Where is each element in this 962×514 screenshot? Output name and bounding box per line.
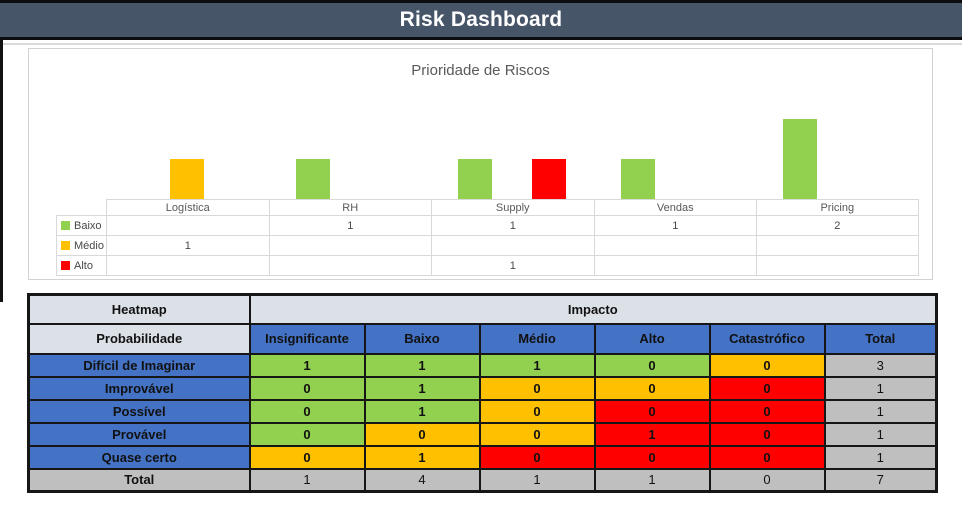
column-header-médio: Médio <box>478 322 596 355</box>
legend-key-alto: Alto <box>56 255 106 276</box>
bar-baixo-supply <box>458 159 493 199</box>
row-total-cell: 1 <box>823 375 938 401</box>
matrix-cell: 0 <box>593 352 711 378</box>
matrix-cell: 1 <box>363 375 481 401</box>
matrix-cell: 0 <box>708 352 826 378</box>
row-total-cell: 1 <box>823 398 938 424</box>
chart-table-cell <box>756 255 919 276</box>
matrix-cell: 0 <box>478 375 596 401</box>
matrix-cell: 0 <box>708 421 826 447</box>
category-label: Supply <box>431 199 594 215</box>
impacto-axis-label: Impacto <box>248 293 938 325</box>
chart-table-cell: 1 <box>431 255 594 276</box>
heatmap-corner-label: Heatmap <box>27 293 251 325</box>
matrix-cell: 0 <box>248 375 366 401</box>
chart-table-cell <box>106 215 269 235</box>
matrix-cell: 0 <box>248 444 366 470</box>
matrix-cell: 0 <box>478 421 596 447</box>
matrix-cell: 0 <box>593 398 711 424</box>
legend-key-baixo: Baixo <box>56 215 106 235</box>
matrix-cell: 1 <box>248 352 366 378</box>
bar-baixo-rh <box>295 159 330 199</box>
chart-table-cell <box>268 255 431 276</box>
chart-table-cell <box>106 255 269 276</box>
total-row-label: Total <box>27 467 251 493</box>
chart-table-cell: 1 <box>593 215 756 235</box>
row-total-cell: 3 <box>823 352 938 378</box>
column-total-cell: 4 <box>363 467 481 493</box>
column-header-catastrófico: Catastrófico <box>708 322 826 355</box>
chart-title: Prioridade de Riscos <box>411 62 550 79</box>
matrix-cell: 1 <box>593 421 711 447</box>
legend-label: Alto <box>74 259 93 272</box>
legend-key-médio: Médio <box>56 235 106 255</box>
row-total-cell: 1 <box>823 444 938 470</box>
category-label: Vendas <box>593 199 756 215</box>
category-label: Logística <box>106 199 269 215</box>
risk-heatmap-table: Heatmap Impacto Probabilidade Insignificant… <box>27 293 938 493</box>
column-total-cell: 1 <box>478 467 596 493</box>
bar-alto-supply <box>532 159 567 199</box>
matrix-cell: 0 <box>593 375 711 401</box>
category-label: Pricing <box>756 199 919 215</box>
matrix-cell: 0 <box>708 444 826 470</box>
column-header-insignificante: Insignificante <box>248 322 366 355</box>
legend-label: Baixo <box>74 219 102 232</box>
probabilidade-axis-label: Probabilidade <box>27 322 251 355</box>
chart-table-cell: 1 <box>106 235 269 255</box>
chart-data-table: Logística RH Supply Vendas Pricing Baixo 1 1 1 2 M… <box>56 199 919 276</box>
matrix-cell: 0 <box>593 444 711 470</box>
row-label-provável: Provável <box>27 421 251 447</box>
bar-baixo-vendas <box>620 159 655 199</box>
column-header-baixo: Baixo <box>363 322 481 355</box>
chart-table-corner <box>56 199 106 215</box>
column-total-cell: 0 <box>708 467 826 493</box>
chart-table-cell: 2 <box>756 215 919 235</box>
row-label-quase-certo: Quase certo <box>27 444 251 470</box>
matrix-cell: 1 <box>363 444 481 470</box>
matrix-cell: 0 <box>478 444 596 470</box>
matrix-cell: 1 <box>363 398 481 424</box>
bar-baixo-pricing <box>783 119 818 199</box>
chart-table-cell <box>593 235 756 255</box>
row-label-improvável: Improvável <box>27 375 251 401</box>
matrix-cell: 0 <box>363 421 481 447</box>
chart-table-cell <box>593 255 756 276</box>
matrix-cell: 0 <box>248 398 366 424</box>
legend-swatch-baixo <box>61 221 70 230</box>
column-total-cell: 1 <box>248 467 366 493</box>
column-total-cell: 1 <box>593 467 711 493</box>
matrix-cell: 0 <box>478 398 596 424</box>
matrix-cell: 0 <box>708 375 826 401</box>
legend-swatch-alto <box>61 261 70 270</box>
chart-table-cell: 1 <box>431 215 594 235</box>
title-bar: Risk Dashboard <box>0 0 962 40</box>
chart-table-cell <box>268 235 431 255</box>
matrix-cell: 0 <box>708 398 826 424</box>
legend-swatch-médio <box>61 241 70 250</box>
bar-médio-logística <box>170 159 205 199</box>
grand-total-cell: 7 <box>823 467 938 493</box>
dashboard-title: Risk Dashboard <box>399 8 563 31</box>
window-left-border <box>0 40 3 302</box>
chart-table-cell: 1 <box>268 215 431 235</box>
row-label-difícil-de-imaginar: Difícil de Imaginar <box>27 352 251 378</box>
chart-table-cell <box>756 235 919 255</box>
chart-table-cell <box>431 235 594 255</box>
priority-chart-panel: Prioridade de Riscos Logística RH Supply Ve… <box>28 48 933 280</box>
row-label-possível: Possível <box>27 398 251 424</box>
matrix-cell: 1 <box>363 352 481 378</box>
matrix-cell: 0 <box>248 421 366 447</box>
column-header-alto: Alto <box>593 322 711 355</box>
category-label: RH <box>268 199 431 215</box>
matrix-cell: 1 <box>478 352 596 378</box>
row-total-cell: 1 <box>823 421 938 447</box>
column-header-total: Total <box>823 322 938 355</box>
divider-line <box>0 43 962 45</box>
legend-label: Médio <box>74 239 104 252</box>
